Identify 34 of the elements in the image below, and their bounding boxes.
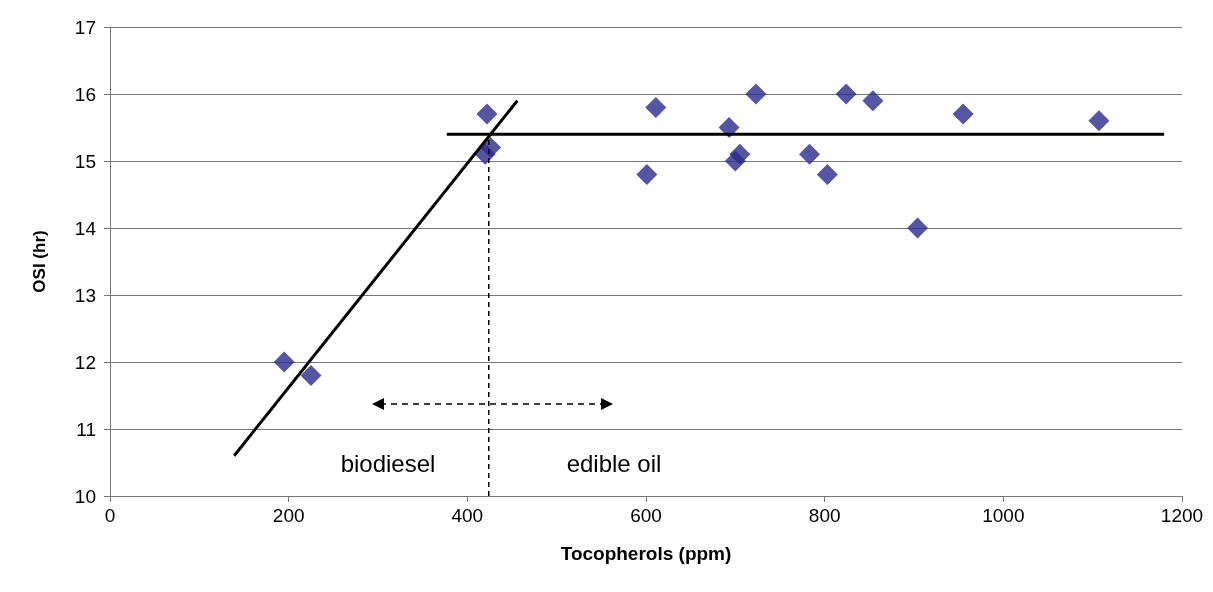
y-tick-label: 12	[74, 351, 96, 373]
y-tick-label: 16	[74, 83, 96, 105]
y-tick-label: 10	[74, 485, 96, 507]
point	[476, 103, 498, 125]
y-tick-label: 13	[74, 284, 96, 306]
x-tick-label: 1200	[1160, 505, 1204, 526]
x-tick-label: 1000	[982, 505, 1025, 526]
point	[745, 83, 767, 105]
point	[862, 90, 884, 112]
x-axis-title: Tocopherols (ppm)	[560, 543, 732, 564]
x-tick-label: 0	[104, 505, 116, 526]
x-tick-label: 200	[272, 505, 305, 526]
point	[952, 103, 974, 125]
point	[636, 163, 658, 185]
y-tick-label: 15	[74, 150, 96, 172]
point	[816, 163, 838, 185]
point	[300, 364, 322, 386]
point	[645, 96, 667, 118]
point	[1088, 110, 1110, 132]
annotation: edible oil	[566, 449, 662, 477]
point	[835, 83, 857, 105]
point	[798, 143, 820, 165]
y-tick-label: 14	[74, 217, 97, 239]
y-axis-title: OSI (hr)	[30, 230, 49, 293]
x-tick-label: 600	[630, 505, 662, 526]
x-tick-label: 400	[451, 505, 484, 526]
point	[718, 117, 740, 138]
point	[907, 217, 929, 239]
point	[724, 150, 746, 172]
y-tick-label: 17	[74, 16, 96, 38]
y-tick-label: 11	[76, 418, 96, 440]
x-tick-label: 800	[808, 505, 841, 526]
annotation: biodiesel	[340, 449, 436, 477]
point	[273, 351, 295, 373]
